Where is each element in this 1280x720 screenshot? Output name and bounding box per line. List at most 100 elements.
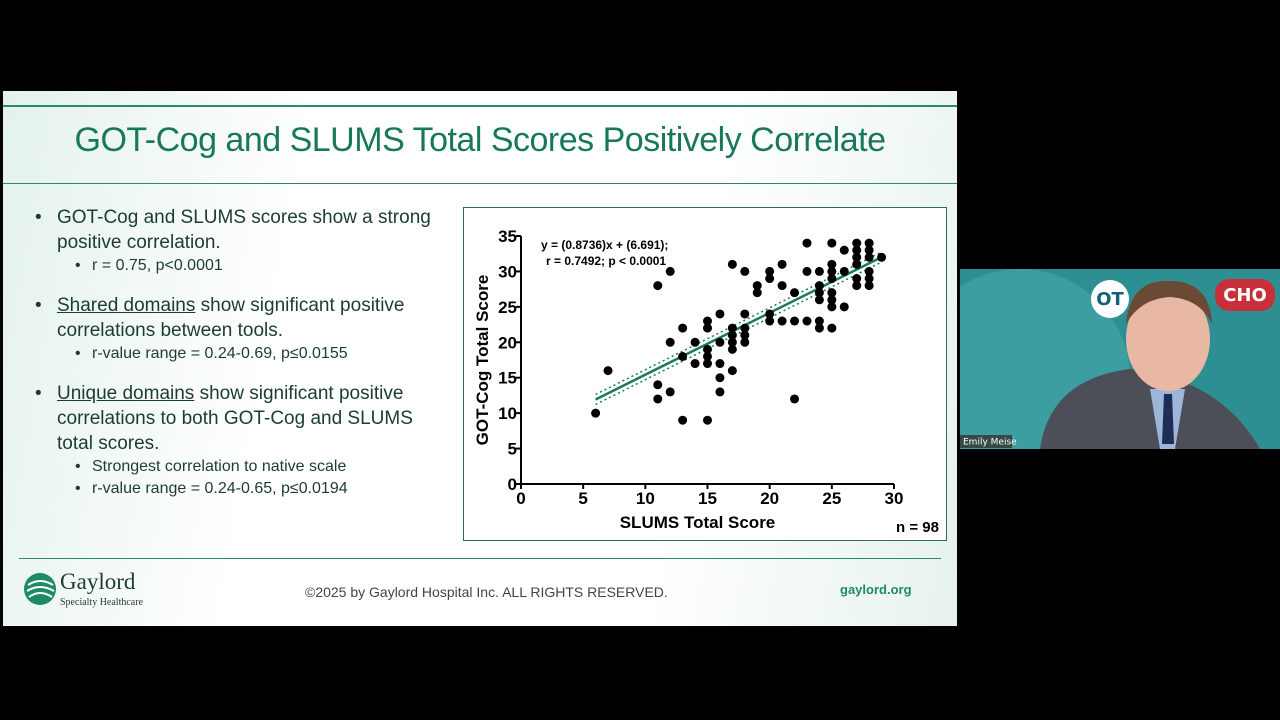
- point: [727, 259, 737, 269]
- point: [690, 359, 700, 369]
- point: [852, 274, 862, 284]
- point: [727, 337, 737, 347]
- logo-name: Gaylord: [60, 569, 136, 594]
- y-tick-label: 30: [498, 262, 517, 281]
- point: [703, 323, 712, 333]
- point: [852, 245, 862, 255]
- point: [827, 288, 837, 298]
- point: [591, 408, 601, 418]
- point: [864, 238, 874, 248]
- participant-name: Emily Meise: [963, 438, 1017, 448]
- point: [777, 316, 787, 326]
- chart: 0 5 10 15 20 25 30 0 5 10 15 20 25 30 35 SLUMS Total Sc…: [463, 207, 947, 541]
- point: [703, 344, 712, 354]
- point: [752, 281, 762, 291]
- y-tick-label: 20: [498, 333, 517, 352]
- point: [727, 323, 737, 333]
- bullet-text: GOT-Cog and SLUMS scores show a strong p…: [57, 207, 431, 253]
- point: [653, 281, 663, 291]
- point: [864, 274, 874, 284]
- annotation: r = 0.7492; p < 0.0001: [546, 254, 666, 268]
- point: [814, 323, 824, 333]
- rule: [3, 105, 957, 107]
- x-tick-label: 10: [636, 489, 655, 508]
- point: [827, 323, 837, 333]
- bullet: Unique domains show significant positive…: [33, 381, 433, 500]
- point: [603, 366, 613, 376]
- slide-title: GOT-Cog and SLUMS Total Scores Positivel…: [74, 121, 887, 159]
- point: [852, 281, 862, 291]
- sub-bullet: Strongest correlation to native scale: [57, 456, 433, 478]
- logo-icon: [24, 573, 56, 605]
- logo-sub: Specialty Healthcare: [60, 597, 144, 608]
- point: [715, 309, 725, 319]
- point: [802, 266, 812, 276]
- point: [703, 415, 712, 425]
- point: [703, 351, 712, 361]
- site-url[interactable]: gaylord.org: [840, 582, 912, 597]
- point: [864, 266, 874, 276]
- point: [765, 274, 775, 284]
- rule: [19, 558, 941, 559]
- point: [727, 366, 737, 376]
- point: [777, 281, 787, 291]
- point: [665, 337, 675, 347]
- sub-bullet: r-value range = 0.24-0.69, p≤0.0155: [57, 343, 433, 365]
- annotation: y = (0.8736)x + (6.691);: [541, 238, 668, 252]
- bullet: GOT-Cog and SLUMS scores show a strong p…: [33, 205, 433, 277]
- point: [703, 359, 712, 369]
- point: [814, 316, 824, 326]
- point: [740, 266, 750, 276]
- sub-bullet: r = 0.75, p<0.0001: [57, 255, 433, 277]
- point: [852, 238, 862, 248]
- point: [715, 387, 725, 397]
- point: [827, 302, 837, 312]
- point: [665, 266, 675, 276]
- bullet-underlined: Shared domains: [57, 295, 196, 316]
- point: [839, 302, 849, 312]
- bullets: GOT-Cog and SLUMS scores show a strong p…: [33, 205, 433, 516]
- bullet-text: show significant positive correlations b…: [57, 295, 405, 341]
- point: [752, 288, 762, 298]
- x-tick-label: 30: [885, 489, 904, 508]
- point: [765, 309, 775, 319]
- point: [653, 380, 663, 390]
- x-tick-label: 25: [822, 489, 841, 508]
- point: [715, 337, 725, 347]
- point: [864, 245, 874, 255]
- point: [765, 316, 775, 326]
- bullet: Shared domains show significant positive…: [33, 293, 433, 365]
- y-axis-title: GOT-Cog Total Score: [473, 275, 492, 446]
- point: [802, 316, 812, 326]
- point: [740, 330, 750, 340]
- point: [827, 274, 837, 284]
- point: [802, 238, 812, 248]
- point: [814, 281, 824, 291]
- point: [715, 359, 725, 369]
- point: [814, 266, 824, 276]
- x-tick-label: 5: [578, 489, 587, 508]
- point: [790, 316, 800, 326]
- point: [727, 330, 737, 340]
- y-tick-label: 0: [508, 475, 517, 494]
- x-tick-label: 0: [516, 489, 525, 508]
- confidence-band: [595, 261, 882, 406]
- point: [790, 394, 800, 404]
- point: [814, 288, 824, 298]
- x-axis-title: SLUMS Total Score: [620, 513, 776, 532]
- point: [653, 394, 663, 404]
- point: [839, 245, 849, 255]
- sub-bullet: r-value range = 0.24-0.65, p≤0.0194: [57, 478, 433, 500]
- y-tick-label: 10: [498, 404, 517, 423]
- x-tick-label: 15: [698, 489, 717, 508]
- y-tick-label: 15: [498, 369, 517, 388]
- point: [790, 288, 800, 298]
- point: [839, 266, 849, 276]
- bullet-underlined: Unique domains: [57, 383, 195, 404]
- x-tick-label: 20: [760, 489, 779, 508]
- slide: GOT-Cog and SLUMS Total Scores Positivel…: [3, 91, 957, 626]
- y-tick-label: 35: [498, 227, 517, 246]
- point: [814, 295, 824, 305]
- point: [777, 259, 787, 269]
- point: [740, 309, 750, 319]
